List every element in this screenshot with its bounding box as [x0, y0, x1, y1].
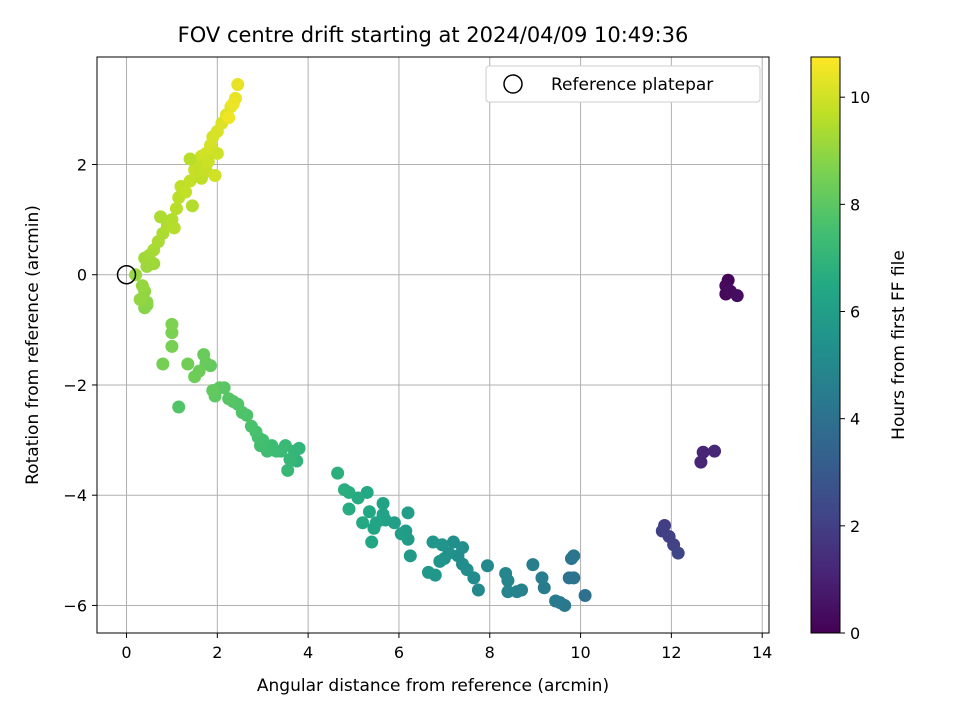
scatter-point: [433, 554, 447, 568]
scatter-point: [188, 370, 202, 384]
scatter-point: [154, 210, 168, 224]
scatter-point: [165, 339, 179, 353]
y-tick-label: 0: [77, 266, 87, 285]
scatter-point: [421, 565, 435, 579]
scatter-point: [394, 527, 408, 541]
y-axis-title: Rotation from reference (arcmin): [23, 205, 43, 485]
scatter-point: [567, 571, 581, 585]
scatter-point: [197, 348, 211, 362]
scatter-point: [135, 279, 149, 293]
colorbar-tick-label: 4: [850, 410, 860, 429]
scatter-point: [730, 289, 744, 303]
scatter-point: [537, 581, 551, 595]
x-tick-label: 4: [303, 643, 313, 662]
x-axis-title: Angular distance from reference (arcmin): [257, 676, 609, 696]
colorbar-tick-label: 6: [850, 303, 860, 322]
scatter-point: [535, 571, 549, 585]
scatter-point: [471, 583, 485, 597]
grid-lines: [97, 57, 769, 633]
y-tick-label: −2: [63, 376, 87, 395]
x-tick-label: 6: [394, 643, 404, 662]
scatter-point: [426, 535, 440, 549]
colorbar-tick-label: 8: [850, 195, 860, 214]
scatter-point: [367, 521, 381, 535]
colorbar-tick-label: 10: [850, 88, 870, 107]
scatter-point: [231, 78, 245, 92]
x-tick-label: 10: [570, 643, 590, 662]
scatter-point: [210, 146, 224, 160]
legend-marker: [503, 74, 523, 94]
x-axis-ticks: 0 2 4 6 8 10 12 14: [121, 633, 772, 662]
scatter-point: [167, 221, 181, 235]
scatter-point: [526, 558, 540, 572]
scatter-point: [356, 516, 370, 530]
x-tick-label: 12: [661, 643, 681, 662]
y-tick-label: −6: [63, 596, 87, 615]
scatter-point: [165, 317, 179, 331]
scatter-point: [281, 463, 295, 477]
colorbar-tick-label: 0: [850, 624, 860, 643]
scatter-point: [181, 357, 195, 371]
scatter-point: [403, 549, 417, 563]
colorbar-tick-label: 2: [850, 517, 860, 536]
scatter-point: [172, 400, 186, 414]
data-points: [129, 78, 744, 612]
y-axis-ticks: −6 −4 −2 0 2: [63, 155, 97, 615]
colorbar: 0 2 4 6 8 10 Hours from first FF file: [810, 56, 909, 643]
scatter-point: [222, 111, 236, 125]
scatter-point: [331, 466, 345, 480]
scatter-point: [510, 585, 524, 599]
scatter-point: [206, 383, 220, 397]
scatter-point: [185, 199, 199, 213]
scatter-point: [480, 559, 494, 573]
legend: Reference platepar: [485, 65, 761, 103]
scatter-point: [578, 589, 592, 603]
scatter-point: [147, 257, 161, 271]
colorbar-gradient: [810, 56, 841, 634]
scatter-point: [376, 496, 390, 510]
y-tick-label: 2: [77, 155, 87, 174]
scatter-point: [362, 505, 376, 519]
scatter-point: [567, 549, 581, 563]
scatter-point: [244, 419, 258, 433]
scatter-point: [179, 185, 193, 199]
x-tick-label: 2: [212, 643, 222, 662]
scatter-point: [708, 444, 722, 458]
scatter-point: [283, 452, 297, 466]
scatter-point: [208, 169, 222, 183]
scatter-point: [183, 174, 197, 188]
chart-title: FOV centre drift starting at 2024/04/09 …: [178, 23, 689, 47]
legend-box: [485, 65, 761, 103]
reference-platepar-marker: [116, 264, 137, 285]
scatter-point: [169, 202, 183, 216]
scatter-point: [201, 155, 215, 169]
scatter-point: [342, 502, 356, 516]
y-tick-label: −4: [63, 486, 87, 505]
scatter-point: [226, 97, 240, 111]
scatter-point: [133, 293, 147, 307]
scatter-point: [694, 455, 708, 469]
scatter-point: [365, 535, 379, 549]
scatter-point: [337, 483, 351, 497]
x-tick-label: 8: [485, 643, 495, 662]
x-tick-label: 0: [121, 643, 131, 662]
scatter-point: [499, 566, 513, 580]
scatter-point: [183, 152, 197, 166]
scatter-point: [696, 445, 710, 459]
scatter-point: [671, 546, 685, 560]
scatter-point: [156, 357, 170, 371]
legend-entry-reference: Reference platepar: [551, 75, 713, 95]
scatter-point: [446, 535, 460, 549]
scatter-point: [501, 585, 515, 599]
scatter-point: [222, 392, 236, 406]
scatter-point: [549, 594, 563, 608]
plot-frame: [96, 56, 770, 634]
colorbar-title: Hours from first FF file: [889, 250, 909, 440]
x-tick-label: 14: [752, 643, 772, 662]
colorbar-ticks: 0 2 4 6 8 10: [840, 88, 870, 643]
scatter-point: [401, 506, 415, 520]
